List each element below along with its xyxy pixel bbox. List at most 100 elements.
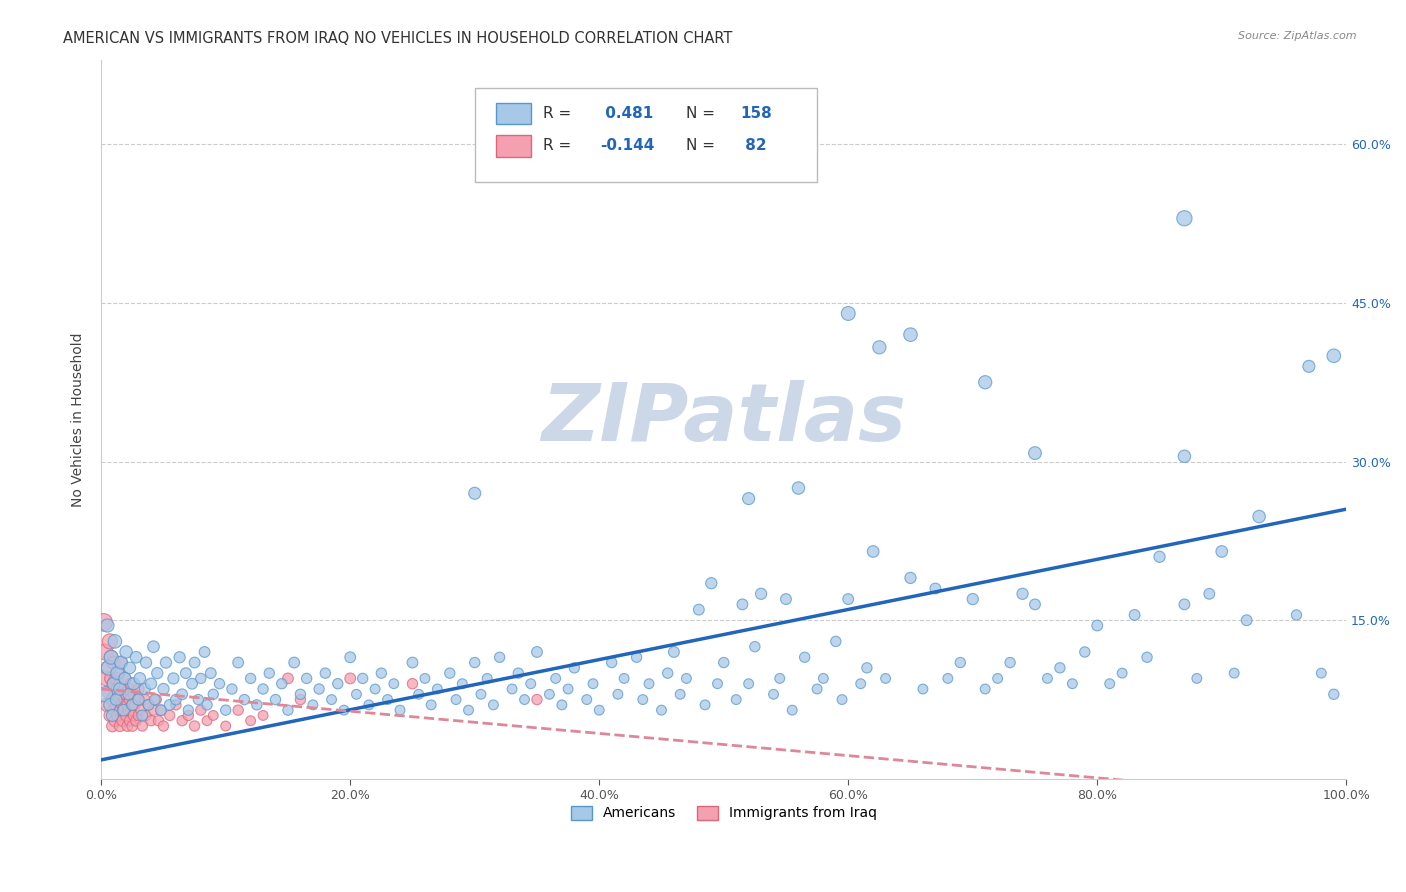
- Point: [1123, 607, 1146, 622]
- Point: [557, 681, 579, 696]
- Point: [488, 650, 510, 665]
- Point: [100, 672, 122, 686]
- Point: [713, 656, 735, 670]
- Point: [737, 491, 759, 506]
- Point: [849, 676, 872, 690]
- Point: [108, 719, 131, 733]
- Point: [103, 703, 125, 717]
- Point: [856, 661, 879, 675]
- Point: [221, 681, 243, 696]
- Point: [762, 687, 785, 701]
- Text: ZIPatlas: ZIPatlas: [541, 380, 907, 458]
- Point: [159, 708, 181, 723]
- Point: [588, 703, 610, 717]
- Point: [1173, 211, 1195, 226]
- Point: [117, 719, 139, 733]
- Point: [875, 672, 897, 686]
- Point: [104, 634, 127, 648]
- Point: [769, 672, 792, 686]
- Point: [606, 687, 628, 701]
- Point: [333, 703, 356, 717]
- Point: [94, 687, 117, 701]
- Point: [110, 687, 132, 701]
- Point: [138, 698, 160, 712]
- Point: [105, 692, 128, 706]
- Point: [252, 681, 274, 696]
- Point: [1236, 613, 1258, 627]
- Point: [538, 687, 561, 701]
- Point: [97, 661, 120, 675]
- Point: [1049, 661, 1071, 675]
- Point: [413, 672, 436, 686]
- Point: [1085, 618, 1108, 632]
- Point: [117, 681, 139, 696]
- Point: [152, 681, 174, 696]
- Point: [121, 719, 143, 733]
- Point: [181, 676, 204, 690]
- Point: [107, 666, 129, 681]
- Point: [105, 666, 128, 681]
- Point: [650, 703, 672, 717]
- Point: [233, 692, 256, 706]
- Point: [239, 672, 262, 686]
- Point: [675, 672, 697, 686]
- Point: [482, 698, 505, 712]
- Point: [239, 714, 262, 728]
- Point: [949, 656, 972, 670]
- Point: [122, 687, 145, 701]
- Point: [837, 306, 859, 320]
- Point: [582, 676, 605, 690]
- Point: [364, 681, 387, 696]
- Point: [731, 598, 754, 612]
- Point: [135, 656, 157, 670]
- Point: [1185, 672, 1208, 686]
- Point: [94, 645, 117, 659]
- Point: [900, 327, 922, 342]
- Point: [321, 692, 343, 706]
- Point: [134, 692, 156, 706]
- Point: [190, 703, 212, 717]
- Point: [112, 703, 135, 717]
- Text: AMERICAN VS IMMIGRANTS FROM IRAQ NO VEHICLES IN HOUSEHOLD CORRELATION CHART: AMERICAN VS IMMIGRANTS FROM IRAQ NO VEHI…: [63, 31, 733, 46]
- Point: [787, 481, 810, 495]
- Point: [526, 692, 548, 706]
- Point: [96, 618, 118, 632]
- Point: [382, 676, 405, 690]
- Point: [837, 592, 859, 607]
- Point: [177, 703, 200, 717]
- Point: [124, 698, 146, 712]
- FancyBboxPatch shape: [496, 135, 530, 157]
- Point: [277, 672, 299, 686]
- Point: [202, 708, 225, 723]
- Point: [457, 703, 479, 717]
- Point: [900, 571, 922, 585]
- Point: [193, 645, 215, 659]
- Point: [444, 692, 467, 706]
- Point: [339, 650, 361, 665]
- Point: [101, 692, 124, 706]
- Legend: Americans, Immigrants from Iraq: Americans, Immigrants from Iraq: [565, 800, 883, 826]
- Point: [749, 587, 772, 601]
- Point: [357, 698, 380, 712]
- Point: [139, 676, 162, 690]
- Point: [107, 692, 129, 706]
- Point: [121, 698, 143, 712]
- Point: [962, 592, 984, 607]
- Point: [426, 681, 449, 696]
- Point: [737, 676, 759, 690]
- Point: [706, 676, 728, 690]
- Point: [339, 672, 361, 686]
- Point: [1249, 509, 1271, 524]
- Point: [103, 676, 125, 690]
- Text: -0.144: -0.144: [600, 138, 655, 153]
- Point: [862, 544, 884, 558]
- Point: [215, 719, 238, 733]
- Point: [508, 666, 530, 681]
- Point: [1074, 645, 1097, 659]
- Point: [439, 666, 461, 681]
- Point: [744, 640, 766, 654]
- Point: [911, 681, 934, 696]
- Point: [613, 672, 636, 686]
- Point: [152, 719, 174, 733]
- Point: [787, 100, 810, 114]
